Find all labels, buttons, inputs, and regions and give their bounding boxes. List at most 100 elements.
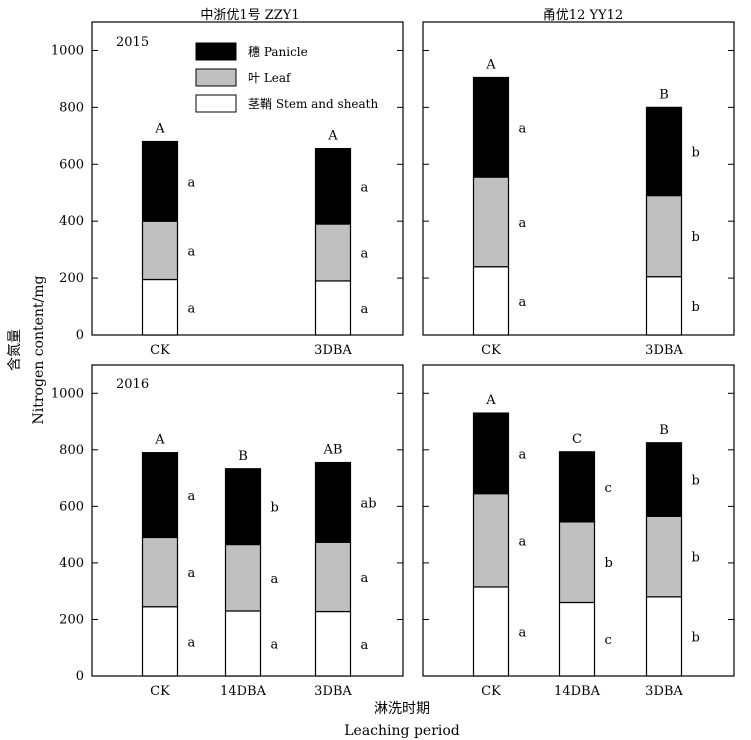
y-tick-label: 200 bbox=[59, 612, 84, 627]
bar-segment bbox=[314, 541, 352, 613]
bar-segment bbox=[141, 220, 179, 281]
segment-significance-label: a bbox=[361, 571, 369, 586]
panel-2015-yy12: a a a A CK b b b B 3DBA bbox=[422, 21, 735, 358]
bar-segment bbox=[645, 106, 683, 197]
bar-segment bbox=[314, 223, 352, 282]
segment-significance-label: a bbox=[271, 637, 279, 652]
bar-segment bbox=[224, 468, 262, 546]
total-significance-label: AB bbox=[323, 443, 343, 458]
bar-segment bbox=[141, 278, 179, 336]
segment-significance-label: b bbox=[605, 556, 613, 571]
total-significance-label: A bbox=[485, 57, 496, 72]
bar-segment bbox=[558, 521, 596, 604]
bar-segment bbox=[141, 140, 179, 222]
bar-segment bbox=[472, 493, 510, 588]
bar-segment bbox=[645, 596, 683, 677]
bar-segment bbox=[141, 606, 179, 677]
segment-significance-label: a bbox=[188, 244, 196, 259]
total-significance-label: B bbox=[238, 449, 248, 464]
y-tick-label: 800 bbox=[59, 100, 84, 115]
plot-frame bbox=[422, 21, 735, 336]
y-tick-label: 1000 bbox=[51, 43, 84, 58]
total-significance-label: A bbox=[485, 393, 496, 408]
x-axis-label-cn: 淋洗时期 bbox=[374, 701, 430, 717]
segment-significance-label: b bbox=[692, 474, 700, 489]
year-label-2016: 2016 bbox=[116, 377, 149, 392]
panel-2016-zzy1: 02004006008001000aaaACKaabB14DBAaaabAB3D… bbox=[51, 364, 404, 699]
segment-significance-label: a bbox=[519, 534, 527, 549]
column-title-zzy1: 中浙优1号 ZZY1 bbox=[200, 8, 299, 23]
y-tick-label: 0 bbox=[76, 328, 84, 343]
segment-significance-label: b bbox=[692, 630, 700, 645]
panel-2016-yy12: a a a A CK c b c C 14DBA b b b B 3DBA bbox=[422, 364, 735, 699]
x-tick-label: CK bbox=[150, 684, 170, 699]
segment-significance-label: a bbox=[188, 175, 196, 190]
bar-segment bbox=[314, 610, 352, 677]
x-tick-label: CK bbox=[481, 343, 501, 358]
x-tick-label: 3DBA bbox=[314, 684, 352, 699]
legend-swatch-stem bbox=[195, 94, 237, 113]
total-significance-label: A bbox=[327, 129, 338, 144]
bar-segment bbox=[472, 76, 510, 178]
y-tick-label: 400 bbox=[59, 556, 84, 571]
segment-significance-label: b bbox=[271, 501, 279, 516]
bar-segment bbox=[141, 452, 179, 539]
bar-segment bbox=[314, 148, 352, 225]
x-tick-label: 3DBA bbox=[645, 343, 683, 358]
legend-label-panicle: 穗 Panicle bbox=[248, 45, 308, 59]
legend: 穗 Panicle 叶 Leaf 茎鞘 Stem and sheath bbox=[195, 42, 378, 113]
bar-segment bbox=[472, 266, 510, 336]
x-tick-label: 3DBA bbox=[645, 684, 683, 699]
y-axis-label-en: Nitrogen content/mg bbox=[31, 275, 47, 424]
bar-segment bbox=[558, 601, 596, 677]
segment-significance-label: a bbox=[519, 121, 527, 136]
legend-swatch-panicle bbox=[195, 42, 237, 61]
bar-segment bbox=[314, 461, 352, 543]
segment-significance-label: c bbox=[605, 633, 612, 648]
y-tick-label: 800 bbox=[59, 443, 84, 458]
plot-frame bbox=[91, 21, 404, 336]
segment-significance-label: a bbox=[188, 301, 196, 316]
legend-label-stem: 茎鞘 Stem and sheath bbox=[248, 97, 378, 111]
x-tick-label: 3DBA bbox=[314, 343, 352, 358]
segment-significance-label: a bbox=[361, 302, 369, 317]
legend-label-leaf: 叶 Leaf bbox=[248, 71, 292, 85]
legend-swatch-leaf bbox=[195, 68, 237, 87]
y-tick-label: 200 bbox=[59, 271, 84, 286]
bar-segment bbox=[472, 176, 510, 268]
total-significance-label: B bbox=[659, 87, 669, 102]
bar-segment bbox=[645, 194, 683, 278]
total-significance-label: A bbox=[154, 122, 165, 137]
segment-significance-label: b bbox=[692, 300, 700, 315]
bar-segment bbox=[558, 451, 596, 523]
bar-segment bbox=[645, 276, 683, 336]
bar-segment bbox=[472, 586, 510, 677]
bar-segment bbox=[224, 610, 262, 677]
bar-segment bbox=[645, 442, 683, 517]
bar-segment bbox=[472, 412, 510, 495]
segment-significance-label: a bbox=[519, 295, 527, 310]
segment-significance-label: a bbox=[519, 625, 527, 640]
segment-significance-label: a bbox=[519, 216, 527, 231]
panel-2015-zzy1: 0 200 400 600 800 1000 a a a A CK a a a A 3DBA bbox=[51, 21, 404, 358]
bar-segment bbox=[645, 515, 683, 598]
total-significance-label: B bbox=[659, 423, 669, 438]
x-tick-label: CK bbox=[150, 343, 170, 358]
segment-significance-label: b bbox=[692, 230, 700, 245]
segment-significance-label: a bbox=[361, 638, 369, 653]
segment-significance-label: a bbox=[361, 246, 369, 261]
segment-significance-label: b bbox=[692, 145, 700, 160]
segment-significance-label: a bbox=[361, 180, 369, 195]
segment-significance-label: c bbox=[605, 481, 612, 496]
total-significance-label: C bbox=[572, 432, 582, 447]
x-axis-label-en: Leaching period bbox=[344, 723, 460, 739]
bar-segment bbox=[224, 543, 262, 612]
x-tick-label: 14DBA bbox=[220, 684, 267, 699]
segment-significance-label: a bbox=[188, 489, 196, 504]
segment-significance-label: b bbox=[692, 551, 700, 566]
column-title-yy12: 甬优12 YY12 bbox=[543, 8, 623, 23]
y-tick-label: 600 bbox=[59, 499, 84, 514]
segment-significance-label: a bbox=[188, 635, 196, 650]
segment-significance-label: a bbox=[271, 572, 279, 587]
